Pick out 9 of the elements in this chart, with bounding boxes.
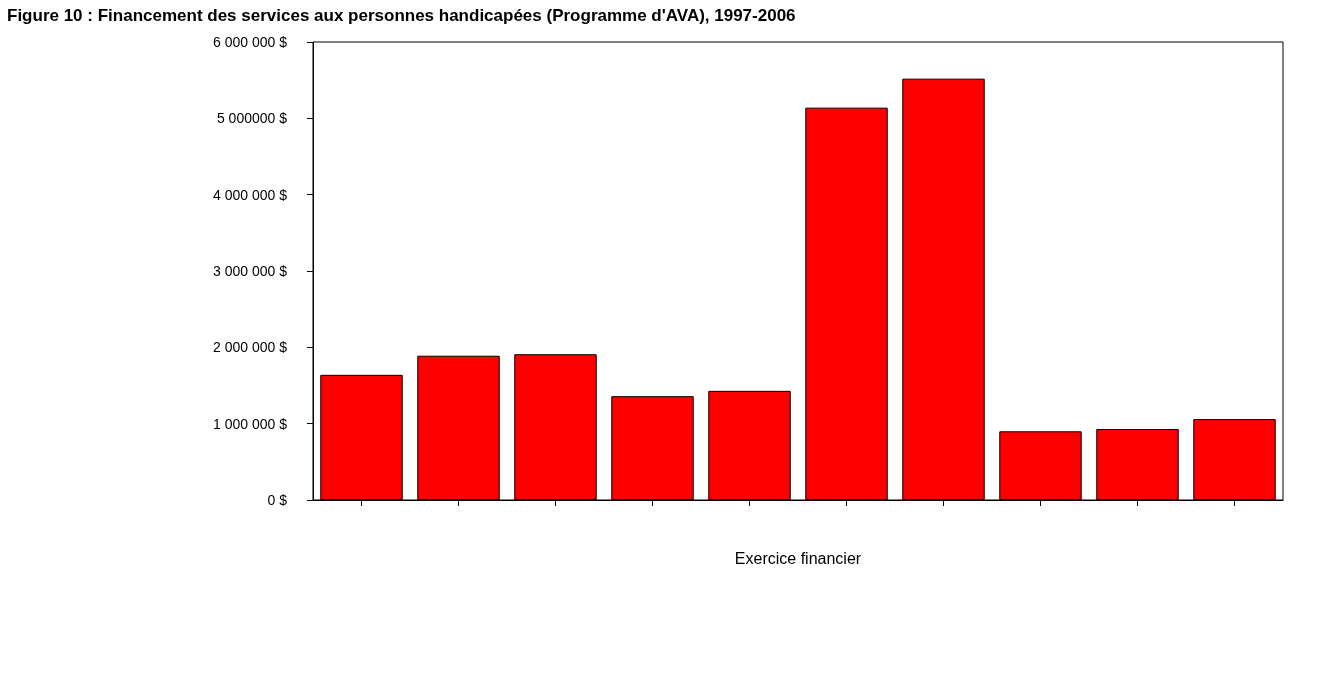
chart-title: Figure 10 : Financement des services aux personnes handicapées (Programme d'AVA), 1997-2006	[7, 6, 796, 25]
x-axis-title: Exercice financier	[734, 549, 862, 567]
y-tick-label: 2 000 000 $	[213, 339, 288, 356]
y-tick-label: 5 000000 $	[216, 110, 288, 127]
y-tick-label: 0 $	[267, 492, 288, 508]
y-tick-label: 1 000 000 $	[213, 415, 288, 432]
y-tick-label: 6 000 000 $	[213, 34, 288, 50]
y-tick-label: 3 000 000 $	[213, 263, 288, 279]
y-tick-label: 4 000 000 $	[213, 186, 288, 203]
